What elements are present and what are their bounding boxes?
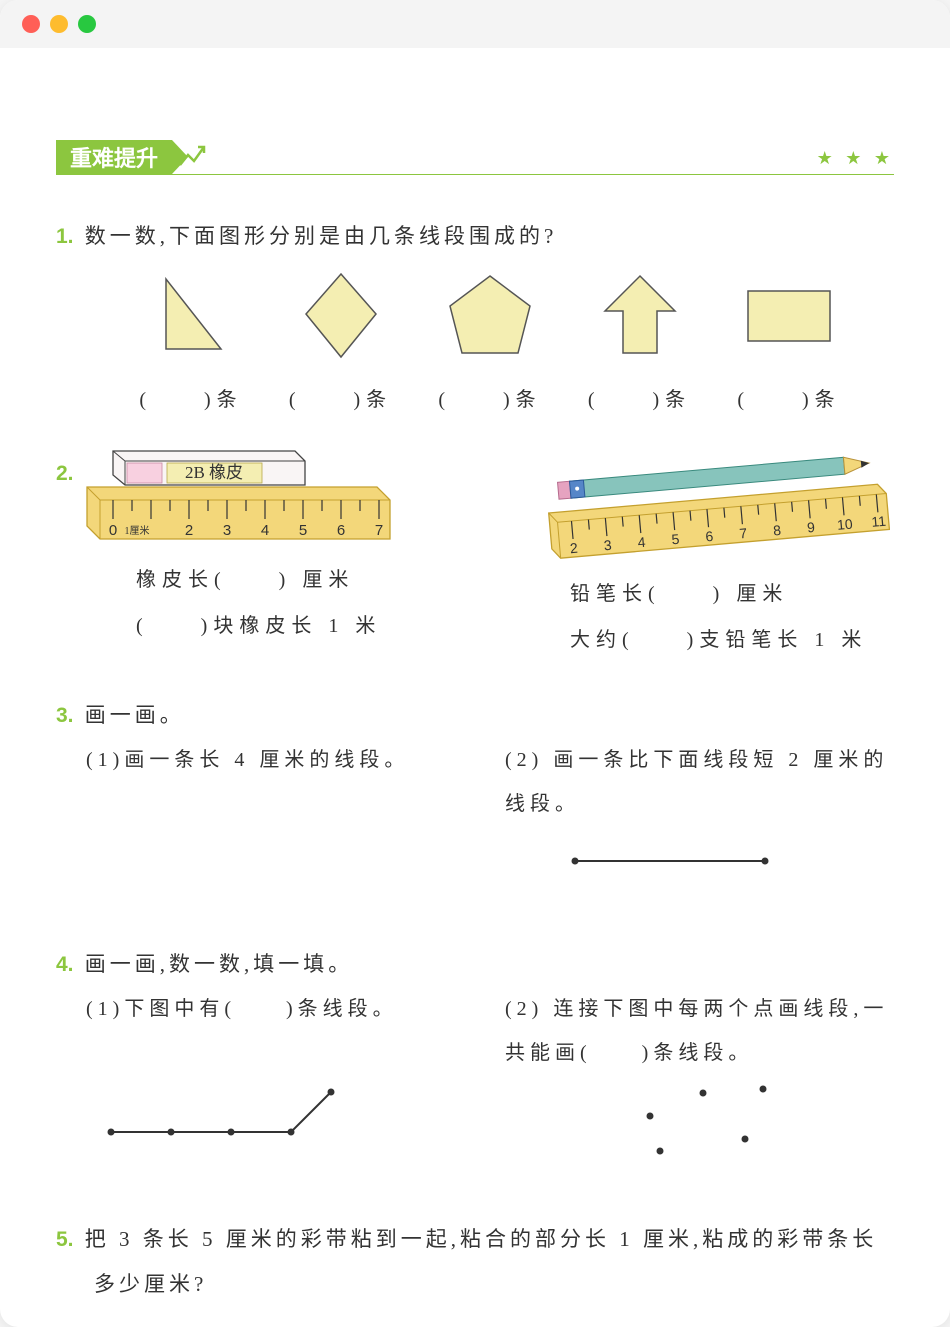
q3-reference-segment: [565, 846, 795, 876]
q3-sub2: (2) 画一条比下面线段短 2 厘米的 线段。: [505, 738, 894, 892]
question-4: 4. 画一画,数一数,填一填。 (1)下图中有( )条线段。 (2) 连接下图: [56, 942, 894, 1187]
svg-text:0: 0: [109, 522, 117, 539]
q1-text: 数一数,下面图形分别是由几条线段围成的?: [85, 224, 558, 248]
svg-text:3: 3: [223, 522, 231, 539]
svg-text:5: 5: [671, 531, 680, 548]
shape-arrow: ( )条: [575, 271, 705, 421]
svg-text:5: 5: [299, 522, 307, 539]
q1-shapes-row: ( )条 ( )条 ( )条: [56, 259, 894, 421]
svg-text:2: 2: [569, 540, 578, 557]
svg-text:6: 6: [705, 528, 714, 545]
question-1: 1. 数一数,下面图形分别是由几条线段围成的? ( )条 ( )条: [56, 214, 894, 421]
minimize-dot[interactable]: [50, 15, 68, 33]
svg-text:4: 4: [637, 534, 646, 551]
q3-text: 画一画。: [85, 703, 185, 727]
maximize-dot[interactable]: [78, 15, 96, 33]
svg-text:1厘米: 1厘米: [124, 524, 149, 537]
difficulty-stars: ★ ★ ★: [817, 148, 894, 169]
shape-triangle: ( )条: [126, 271, 256, 421]
svg-text:7: 7: [375, 522, 383, 539]
q5-text-a: 把 3 条长 5 厘米的彩带粘到一起,粘合的部分长 1 厘米,粘成的彩带条长: [85, 1227, 878, 1251]
q1-number: 1.: [56, 225, 74, 248]
shape-rectangle: ( )条: [724, 271, 854, 421]
answer-blank: ( )条: [737, 379, 840, 421]
q2-right: 2 3 4 5 6 7 8 9 10 11 铅笔长( ) 厘米 大约( )支铅笔长 1 米: [530, 451, 894, 663]
q3-number: 3.: [56, 704, 74, 727]
q4-polyline-figure: [96, 1077, 356, 1147]
svg-text:9: 9: [806, 519, 815, 536]
svg-text:2B 橡皮: 2B 橡皮: [185, 463, 243, 482]
q5-text-b: 多少厘米?: [56, 1262, 894, 1306]
section-badge: 重难提升: [56, 140, 172, 174]
q2-left: 2. 2B 橡皮: [56, 451, 420, 663]
q2-left-line2: ( )块橡皮长 1 米: [136, 603, 420, 649]
q4-number: 4.: [56, 953, 74, 976]
titlebar: [0, 0, 950, 48]
q2-right-line1: 铅笔长( ) 厘米: [570, 571, 894, 617]
q2-left-line1: 橡皮长( ) 厘米: [136, 557, 420, 603]
q4-sub1: (1)下图中有( )条线段。: [86, 987, 475, 1187]
answer-blank: ( )条: [438, 379, 541, 421]
svg-text:11: 11: [871, 513, 887, 530]
question-3: 3. 画一画。 (1)画一条长 4 厘米的线段。 (2) 画一条比下面线段短 2…: [56, 693, 894, 892]
pencil-ruler-figure: 2 3 4 5 6 7 8 9 10 11: [530, 451, 890, 561]
svg-text:7: 7: [739, 525, 748, 542]
section-header: 重难提升 ★ ★ ★: [56, 140, 894, 176]
question-2: 2. 2B 橡皮: [56, 451, 894, 663]
shape-pentagon: ( )条: [425, 271, 555, 421]
svg-text:10: 10: [836, 516, 853, 533]
q2-right-line2: 大约( )支铅笔长 1 米: [570, 617, 894, 663]
q4-sub2: (2) 连接下图中每两个点画线段,一 共能画( )条线段。: [505, 987, 894, 1187]
svg-text:4: 4: [261, 522, 269, 539]
q5-number: 5.: [56, 1228, 74, 1251]
close-dot[interactable]: [22, 15, 40, 33]
shape-diamond: ( )条: [276, 271, 406, 421]
trend-arrow-icon: [178, 143, 208, 171]
svg-text:2: 2: [185, 522, 193, 539]
answer-blank: ( )条: [139, 379, 242, 421]
question-5: 5. 把 3 条长 5 厘米的彩带粘到一起,粘合的部分长 1 厘米,粘成的彩带条…: [56, 1217, 894, 1327]
q4-text: 画一画,数一数,填一填。: [85, 952, 354, 976]
answer-blank: ( )条: [588, 379, 691, 421]
header-rule: [56, 174, 894, 175]
page-content: 重难提升 ★ ★ ★ 1. 数一数,下面图形分别是由几条线段围成的? ( )条: [0, 48, 950, 1327]
q3-sub1: (1)画一条长 4 厘米的线段。: [86, 738, 475, 892]
svg-text:8: 8: [772, 522, 781, 539]
q4-scatter-figure: [595, 1081, 815, 1171]
app-window: 重难提升 ★ ★ ★ 1. 数一数,下面图形分别是由几条线段围成的? ( )条: [0, 0, 950, 1327]
svg-text:3: 3: [603, 537, 612, 554]
eraser-ruler-figure: 2B 橡皮: [85, 447, 395, 547]
answer-blank: ( )条: [289, 379, 392, 421]
svg-text:6: 6: [337, 522, 345, 539]
q2-number: 2.: [56, 462, 74, 485]
